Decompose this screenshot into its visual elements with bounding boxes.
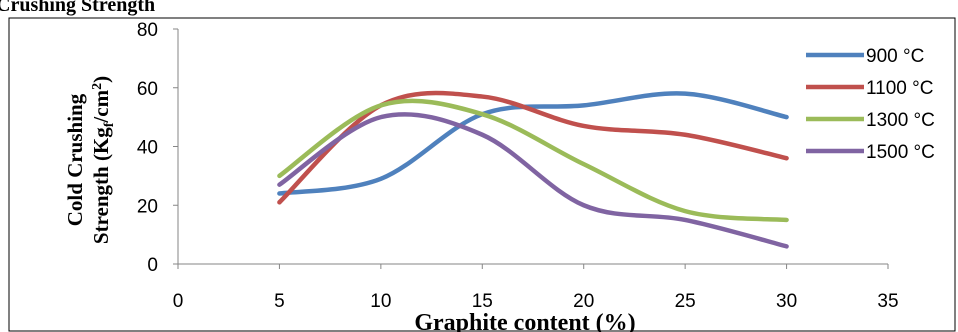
y-axis-label-part: Strength (Kg <box>89 127 113 244</box>
y-axis-label-2: Strength (Kgf/cm2) <box>89 76 117 244</box>
series-line-2 <box>277 90 789 205</box>
y-tick-label: 20 <box>137 196 158 217</box>
chart-border <box>8 17 956 332</box>
axes: 0 20 40 60 80 0 5 10 15 20 25 30 35 <box>137 20 899 312</box>
series-group <box>277 90 789 249</box>
legend: 900 °C 1100 °C 1300 °C 1500 °C <box>806 46 935 163</box>
y-tick-label: 60 <box>137 79 158 100</box>
x-tick-label: 15 <box>472 291 493 312</box>
y-axis-label-part: ) <box>89 76 113 83</box>
y-axis-label: Cold Crushing <box>63 93 87 226</box>
y-tick-label: 0 <box>147 255 158 276</box>
x-axis-label: Graphite content (%) <box>414 310 635 332</box>
x-tick-label: 10 <box>370 291 391 312</box>
y-axis-label-part: 2 <box>90 83 105 90</box>
x-tick-label: 20 <box>573 291 594 312</box>
x-tick-label: 0 <box>173 291 184 312</box>
x-tick-label: 25 <box>675 291 696 312</box>
x-tick-label: 30 <box>776 291 797 312</box>
x-tick-label: 35 <box>877 291 898 312</box>
series-line-3 <box>277 98 789 223</box>
y-axis-label-line-1: Cold Crushing <box>63 93 87 226</box>
legend-label: 1500 °C <box>866 142 935 163</box>
legend-label: 1100 °C <box>866 78 933 99</box>
legend-label: 1300 °C <box>866 110 935 131</box>
series-line-4 <box>277 112 789 249</box>
y-axis-label-part: f <box>102 122 117 127</box>
legend-label: 900 °C <box>866 46 924 67</box>
chart-title: Crushing Strength <box>0 0 156 16</box>
y-tick-label: 80 <box>137 20 158 41</box>
x-tick-label: 5 <box>274 291 285 312</box>
y-tick-label: 40 <box>137 138 158 159</box>
y-axis-label-part: /cm <box>89 89 113 123</box>
